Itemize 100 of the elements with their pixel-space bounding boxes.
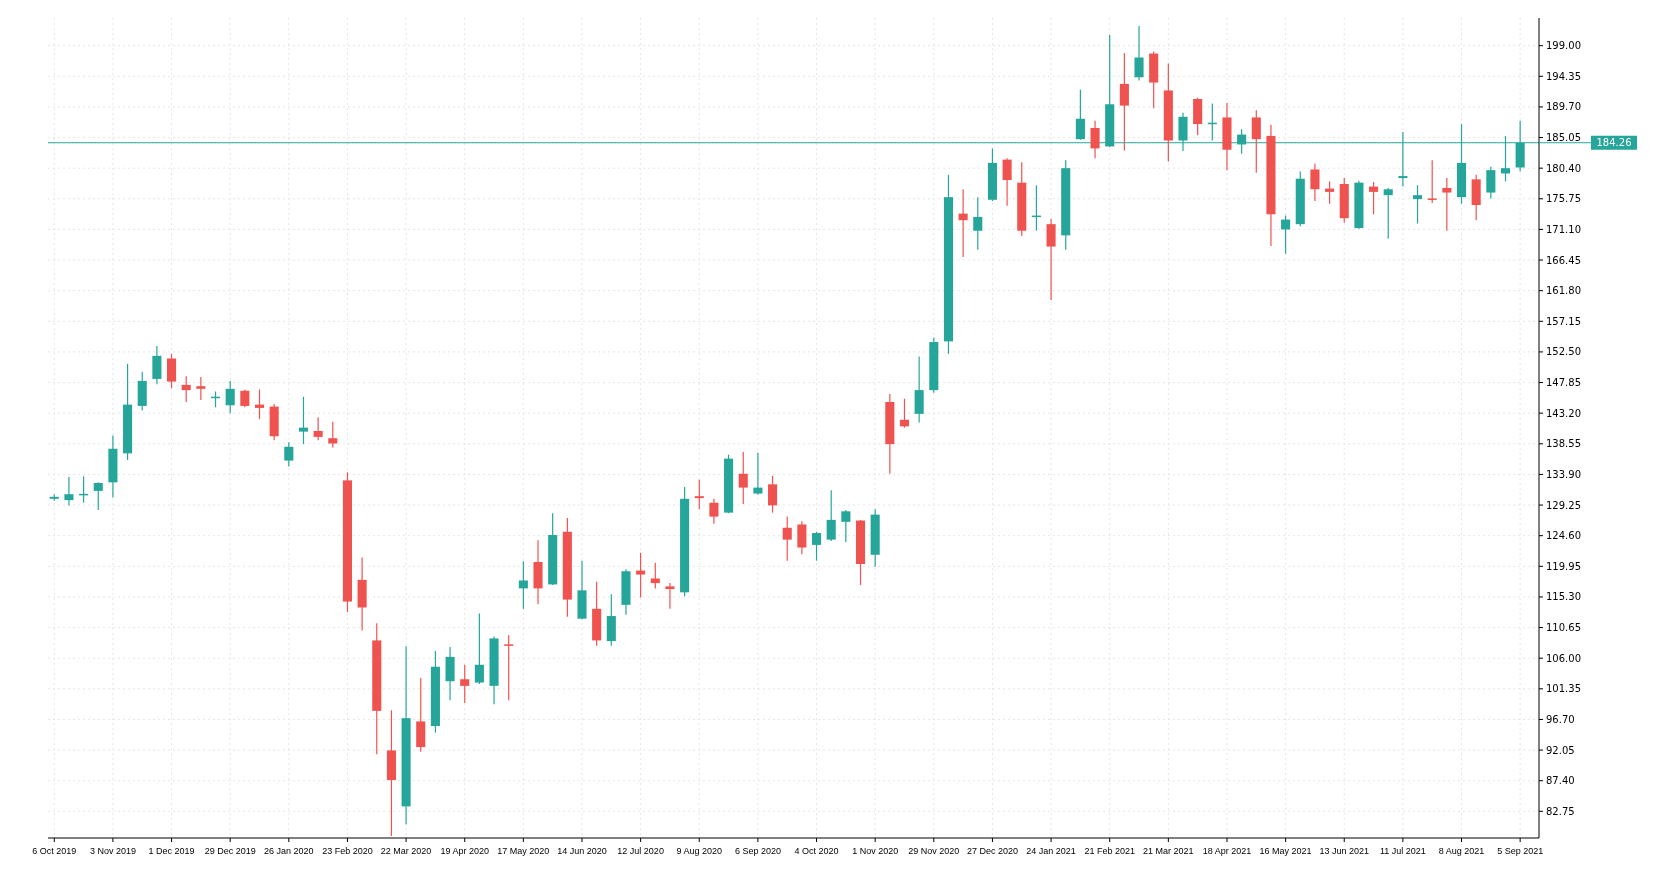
candlestick [650,562,660,589]
candlestick [1090,120,1100,159]
candlestick [1046,218,1056,301]
x-tick-label: 1 Nov 2020 [852,846,899,856]
candlestick [1281,214,1291,255]
ref-line-label: 184.26 [1596,137,1632,149]
candlestick [826,489,836,542]
candlestick [181,375,191,403]
candlestick [254,388,265,420]
candlestick [753,452,763,496]
x-tick-label: 29 Dec 2019 [204,846,256,856]
x-tick-label: 19 Apr 2020 [440,846,489,856]
candlestick [460,664,470,704]
y-tick-label: 189.70 [1546,101,1581,113]
candlestick [328,421,338,449]
y-tick-label: 82.75 [1546,805,1575,817]
y-tick-label: 129.25 [1546,499,1581,511]
candlestick [1413,184,1423,225]
x-tick-label: 9 Aug 2020 [676,846,723,856]
x-tick-label: 21 Mar 2021 [1143,846,1194,856]
x-tick-label: 5 Sep 2021 [1497,846,1544,856]
x-tick-label: 14 Jun 2020 [557,846,607,856]
candlestick [298,396,309,445]
candlestick [709,498,719,525]
candlestick [782,515,792,562]
candlestick [1486,166,1496,200]
candlestick [284,441,294,468]
y-tick-label: 180.40 [1546,162,1581,174]
y-tick-label: 124.60 [1546,530,1581,542]
y-tick-label: 185.05 [1546,132,1581,144]
candlestick [768,475,778,514]
x-tick-label: 18 Apr 2021 [1202,846,1252,856]
candlestick [811,531,822,562]
candlestick [167,353,177,389]
candlestick [64,476,74,506]
y-tick-label: 194.35 [1546,70,1581,82]
x-tick-label: 6 Sep 2020 [734,846,781,856]
y-tick-label: 166.45 [1546,254,1581,266]
candlestick [1134,25,1144,82]
y-tick-label: 161.80 [1546,285,1581,297]
y-tick-label: 119.95 [1546,560,1581,572]
x-tick-label: 13 Jun 2021 [1319,846,1370,856]
candlestick [1325,180,1335,205]
candlestick [1427,159,1437,204]
candlestick [694,479,704,510]
x-tick-label: 3 Nov 2019 [89,846,136,856]
y-tick-label: 101.35 [1546,683,1581,695]
candlestick [474,612,484,685]
x-tick-label: 17 May 2020 [497,846,550,856]
y-tick-label: 152.50 [1546,346,1581,358]
candlestick [1383,187,1393,240]
x-tick-label: 27 Dec 2020 [966,846,1018,856]
y-tick-label: 143.20 [1546,407,1581,419]
x-tick-label: 16 May 2021 [1259,846,1312,856]
y-tick-label: 199.00 [1546,40,1581,52]
candlestick [93,481,103,511]
candlestick [841,509,851,543]
y-tick-label: 92.05 [1546,744,1575,756]
x-tick-label: 11 Jul 2021 [1379,846,1426,856]
y-tick-label: 110.65 [1546,622,1581,634]
x-tick-label: 23 Feb 2020 [322,846,373,856]
candlestick [1369,181,1379,215]
candlestick [518,560,528,610]
candlestick [914,355,924,423]
candlestick [1075,89,1085,141]
y-tick-label: 106.00 [1546,652,1581,664]
candlestick [636,552,646,599]
candlestick [1119,52,1129,151]
x-tick-label: 21 Feb 2021 [1084,846,1135,856]
y-tick-label: 133.90 [1546,468,1581,480]
candlestick [665,582,675,610]
candlestick [1310,162,1320,202]
candlestick [504,634,514,701]
candlestick [152,345,162,385]
x-tick-label: 1 Dec 2019 [148,846,195,856]
x-tick-label: 8 Aug 2021 [1438,846,1485,856]
y-tick-label: 96.70 [1546,713,1575,725]
candlestick [1002,157,1012,207]
candlestick [196,376,206,401]
x-tick-label: 4 Oct 2020 [794,846,839,856]
candlestick [899,398,910,429]
candlestick [973,196,983,251]
y-tick-label: 147.85 [1546,377,1581,389]
x-tick-label: 26 Jan 2020 [264,846,314,856]
y-tick-label: 171.10 [1546,223,1581,235]
x-tick-label: 22 Mar 2020 [380,846,432,856]
candlestick [958,188,968,258]
candlestick [738,451,748,505]
candlestick [797,520,807,555]
x-tick-label: 6 Oct 2019 [32,846,77,856]
y-tick-label: 175.75 [1546,193,1581,205]
candlestick [1442,177,1452,232]
y-tick-label: 138.55 [1546,438,1581,450]
y-tick-label: 87.40 [1546,775,1575,787]
candlestick [225,380,235,414]
x-tick-label: 24 Jan 2021 [1026,846,1076,856]
candlestick [1251,109,1261,174]
candlestick [313,416,323,441]
x-tick-label: 12 Jul 2020 [617,846,664,856]
y-tick-label: 115.30 [1546,591,1581,603]
